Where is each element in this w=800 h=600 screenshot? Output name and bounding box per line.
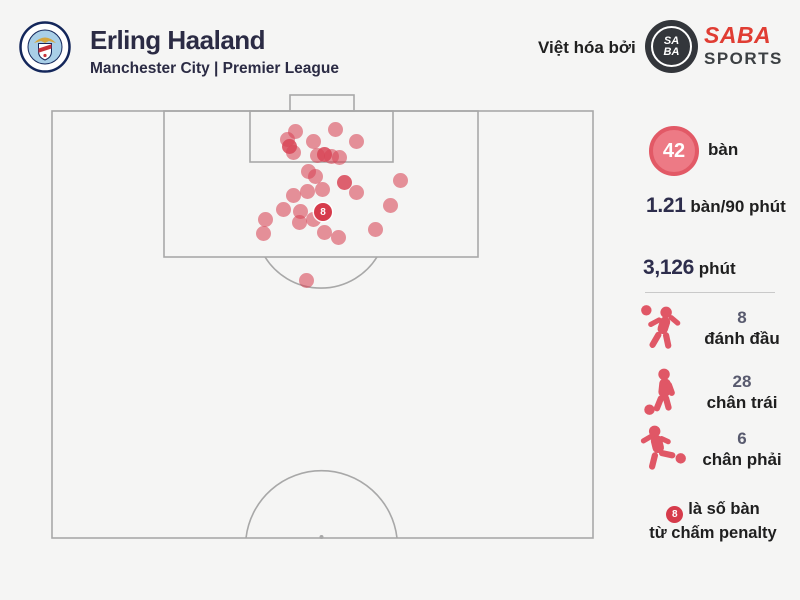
- goal-dot: [307, 168, 323, 184]
- goal-dot: [367, 221, 383, 237]
- goal-dot: [314, 181, 330, 197]
- goals-per-90-stat: 1.21 bàn/90 phút: [646, 194, 786, 218]
- left-foot-goals-label: chân trái: [706, 392, 778, 412]
- minutes-stat: 3,126 phút: [643, 256, 736, 280]
- header-titles: Erling Haaland Manchester City | Premier…: [90, 25, 339, 78]
- left-foot-goals-row: 28 chân trái: [638, 367, 788, 417]
- pitch-outline: [51, 110, 594, 539]
- page-title: Erling Haaland: [90, 25, 266, 55]
- goal-dot: [348, 184, 364, 200]
- goal-dot: [255, 225, 271, 241]
- penalty-arc: [264, 256, 378, 289]
- penalty-note: 8 là số bàn từ chấm penalty: [626, 499, 800, 544]
- goal-dot: [275, 201, 291, 217]
- right-foot-goal-icon: [640, 425, 686, 470]
- goal-dot: [348, 133, 364, 149]
- penalty-note-line1: là số bàn: [688, 500, 760, 518]
- left-foot-goals-value: 28: [732, 371, 752, 391]
- center-spot: [319, 535, 324, 539]
- goals-per-90-label: bàn/90 phút: [690, 197, 786, 216]
- stats-divider: [645, 292, 775, 293]
- goal-dot: [330, 229, 346, 245]
- goal-dot: [336, 174, 352, 190]
- total-goals-badge: 42: [649, 126, 699, 176]
- header-goals-text: 8 đánh đầu: [696, 308, 788, 349]
- goal: [289, 94, 355, 112]
- saba-wordmark: SABA SPORTS: [704, 20, 783, 68]
- credit-text: Việt hóa bởi: [538, 38, 636, 57]
- right-foot-goals-value: 6: [737, 428, 747, 448]
- total-goals-label: bàn: [708, 140, 739, 159]
- right-foot-goals-row: 6 chân phải: [638, 424, 788, 474]
- goal-dot: [305, 133, 321, 149]
- goal-dot: [291, 214, 307, 230]
- header-goal-icon: [641, 305, 681, 349]
- saba-sports-logo: SA BA SABA SPORTS: [645, 20, 783, 73]
- goal-dot: [298, 272, 314, 288]
- goal-dot: [316, 224, 332, 240]
- right-foot-goals-label: chân phải: [702, 449, 782, 469]
- goal-dot: [327, 121, 343, 137]
- header-goals-value: 8: [737, 307, 747, 327]
- penalty-goals-dot: 8: [314, 203, 332, 221]
- penalty-count-badge: 8: [666, 506, 684, 523]
- right-foot-goals-text: 6 chân phải: [696, 429, 788, 470]
- saba-ball-icon: SA BA: [645, 20, 698, 73]
- penalty-note-line2: từ chấm penalty: [649, 524, 777, 542]
- goal-dot: [285, 187, 301, 203]
- goals-per-90-value: 1.21: [646, 194, 686, 217]
- logo-text-bottom: BA: [663, 45, 680, 58]
- left-foot-goals-text: 28 chân trái: [696, 372, 788, 413]
- logo-text-top: SA: [663, 34, 680, 47]
- brand-sub: SPORTS: [704, 49, 783, 68]
- header-goals-row: 8 đánh đầu: [638, 303, 788, 353]
- center-circle: [245, 469, 398, 539]
- goal-dot: [285, 144, 301, 160]
- goal-dot: [257, 211, 273, 227]
- brand-name: SABA: [704, 22, 772, 48]
- club-league-subtitle: Manchester City | Premier League: [90, 60, 339, 77]
- header-goals-label: đánh đầu: [704, 328, 780, 348]
- goal-dot: [331, 149, 347, 165]
- goal-dot: [382, 197, 398, 213]
- minutes-value: 3,126: [643, 256, 695, 279]
- left-foot-goal-icon: [644, 368, 675, 415]
- goal-dot: [299, 183, 315, 199]
- minutes-label: phút: [698, 259, 736, 278]
- goal-dot: [392, 172, 408, 188]
- manchester-city-badge: [19, 21, 71, 73]
